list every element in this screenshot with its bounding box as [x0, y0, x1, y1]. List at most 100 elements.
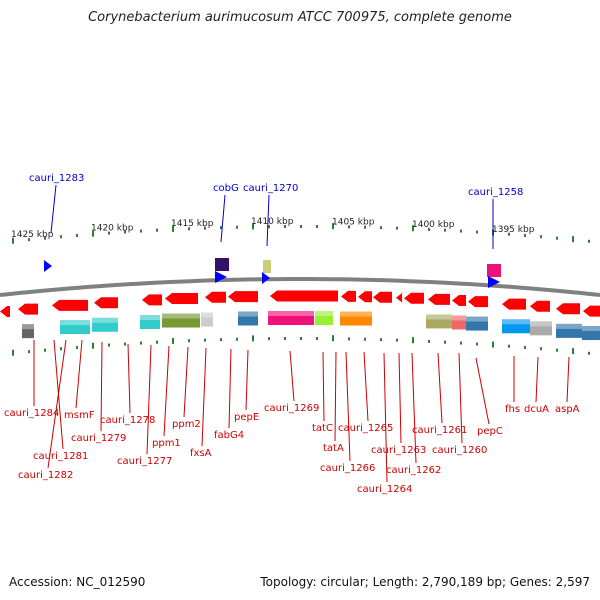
- feature-gloss: [92, 317, 118, 323]
- lower-leader-line: [100, 341, 103, 432]
- lower-tick: [108, 343, 110, 347]
- feature-box: [162, 313, 200, 328]
- lower-tick: [412, 337, 414, 344]
- upper-tick: [44, 236, 46, 240]
- gene-arrow: [396, 292, 403, 304]
- gene-arrow: [165, 292, 198, 304]
- upper-leader-line: [50, 184, 57, 234]
- lower-gene-label: pepC: [477, 426, 503, 437]
- lower-gene-label: fhs: [505, 404, 520, 415]
- upper-tick: [28, 238, 30, 242]
- upper-tick: [140, 229, 142, 233]
- lower-tick: [156, 340, 158, 344]
- gene-arrow: [94, 297, 118, 309]
- lower-gene-label: aspA: [555, 404, 580, 415]
- gene-arrow: [530, 300, 550, 312]
- feature-box: [268, 311, 314, 326]
- feature-box: [238, 311, 258, 326]
- lower-gene-label: cauri_1266: [320, 463, 375, 474]
- lower-leader-line: [411, 352, 417, 464]
- lower-tick: [92, 342, 94, 349]
- scale-label: 1425 kbp: [11, 230, 54, 240]
- upper-gene-label: cauri_1283: [29, 173, 84, 184]
- upper-tick: [572, 236, 574, 243]
- lower-tick: [524, 345, 526, 349]
- feature-gloss: [60, 320, 90, 325]
- feature-gloss: [530, 321, 552, 327]
- upper-tick: [364, 225, 366, 229]
- lower-leader-line: [398, 352, 402, 444]
- feature-gloss: [466, 316, 488, 322]
- gene-arrow: [341, 290, 356, 302]
- feature-gloss: [340, 311, 372, 317]
- upper-gene-label: cauri_1258: [468, 187, 523, 198]
- direction-marker: [215, 271, 227, 283]
- upper-tick: [156, 228, 158, 232]
- lower-gene-label: cauri_1281: [33, 451, 88, 462]
- lower-tick: [556, 348, 558, 352]
- feature-box: [502, 319, 530, 334]
- lower-gene-label: cauri_1261: [412, 425, 467, 436]
- lower-gene-label: cauri_1277: [117, 456, 172, 467]
- lower-tick: [572, 348, 574, 355]
- upper-tick: [188, 227, 190, 231]
- gene-arrow: [452, 294, 466, 306]
- feature-box: [340, 311, 372, 326]
- scale-label: 1395 kbp: [492, 225, 535, 235]
- feature-gloss: [162, 313, 200, 319]
- feature-gloss: [140, 315, 160, 320]
- upper-gene-label: cobG: [213, 183, 239, 194]
- lower-gene-label: cauri_1262: [386, 465, 441, 476]
- feature-gloss: [556, 323, 582, 329]
- upper-tick: [236, 225, 238, 229]
- feature-box: [140, 315, 160, 329]
- lower-leader-line: [289, 350, 295, 402]
- lower-gene-label: cauri_1269: [264, 403, 319, 414]
- gene-arrow: [142, 294, 162, 306]
- tick-row: [12, 223, 590, 356]
- lower-gene-label: cauri_1282: [18, 470, 73, 481]
- upper-tick: [556, 236, 558, 240]
- lower-leader-line: [183, 346, 189, 418]
- upper-tick: [172, 225, 174, 232]
- feature-box: [426, 314, 452, 329]
- lower-leader-line: [47, 339, 67, 469]
- direction-marker: [262, 272, 270, 284]
- lower-gene-label: ppm2: [172, 419, 201, 430]
- upper-tick: [220, 226, 222, 230]
- lower-tick: [348, 337, 350, 341]
- lower-tick: [188, 339, 190, 343]
- upper-gene-labels: cauri_1283 cobG cauri_1270 cauri_1258: [29, 173, 523, 249]
- lower-tick: [204, 338, 206, 342]
- lower-leader-line: [437, 352, 443, 424]
- upper-tick: [108, 231, 110, 235]
- lower-tick: [364, 337, 366, 341]
- lower-gene-label: tatA: [323, 443, 344, 454]
- feature-box: [556, 323, 582, 338]
- gene-arrow: [18, 303, 38, 315]
- feature-box: [60, 320, 90, 334]
- gene-arrow: [358, 291, 372, 303]
- genome-title: Corynebacterium aurimucosum ATCC 700975,…: [88, 10, 512, 25]
- lower-gene-label: cauri_1284: [4, 408, 59, 419]
- backbone: [0, 277, 600, 297]
- lower-gene-label: fabG4: [214, 430, 244, 441]
- gene-arrow: [270, 290, 338, 302]
- lower-gene-label: msmF: [64, 410, 95, 421]
- gene-arrow: [428, 293, 450, 305]
- feature-box: [452, 315, 466, 330]
- lower-tick: [252, 335, 254, 342]
- feature-gloss: [582, 326, 600, 332]
- feature-gloss: [452, 315, 466, 321]
- upper-leader-line: [220, 194, 226, 243]
- upper-tick: [268, 225, 270, 229]
- lower-leader-line: [383, 352, 388, 483]
- lower-tick: [492, 341, 494, 348]
- upper-tick: [124, 230, 126, 234]
- upper-tick: [300, 225, 302, 228]
- lower-gene-label: pepE: [234, 412, 259, 423]
- scale-label: 1410 kbp: [251, 217, 294, 227]
- gene-arrow: [205, 291, 226, 303]
- gene-arrow: [404, 292, 424, 304]
- scale-labels: 1425 kbp 1420 kbp 1415 kbp 1410 kbp 1405 kbp…: [11, 217, 535, 240]
